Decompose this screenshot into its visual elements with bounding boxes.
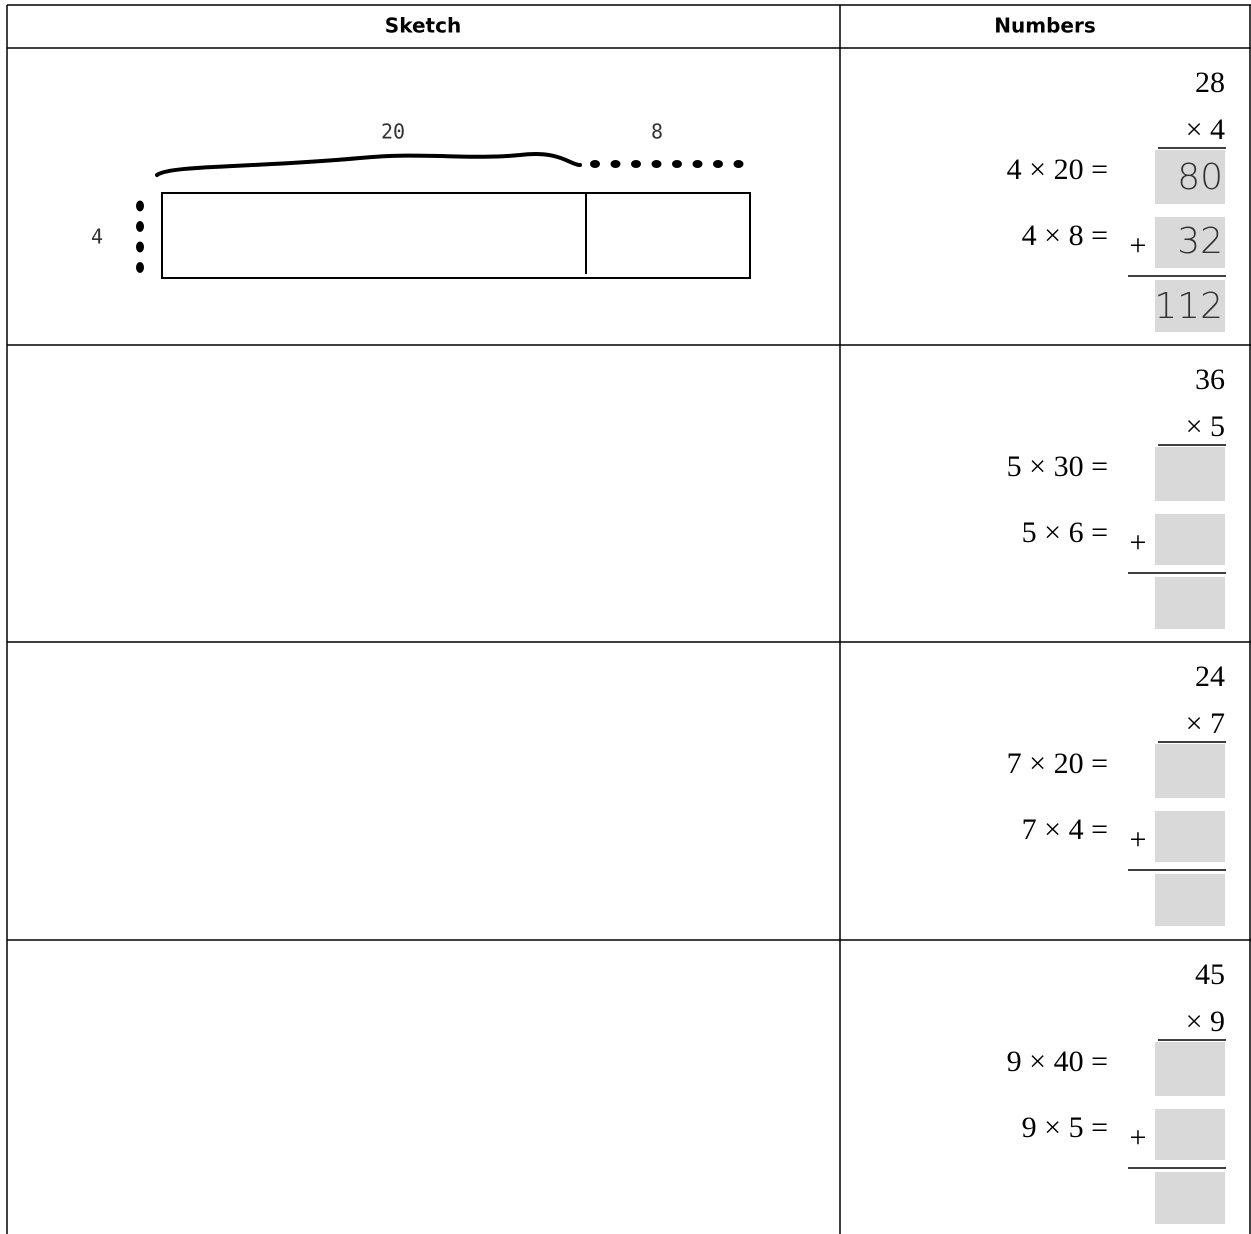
table-grid [6, 4, 1251, 1234]
handwritten-answer: 80 [1177, 157, 1223, 198]
answer-box [1155, 874, 1225, 926]
plus-sign: + [1130, 229, 1147, 262]
dot [733, 160, 744, 168]
column-header: Numbers [994, 14, 1095, 38]
handwritten-answer: 112 [1154, 286, 1223, 327]
dot [672, 160, 682, 168]
dot [136, 262, 144, 273]
answer-box [1155, 1109, 1225, 1160]
plus-sign: + [1130, 1121, 1147, 1154]
top-number: 24 [1195, 660, 1225, 693]
top-number: 28 [1195, 66, 1225, 99]
equation: 5 × 6 = [1022, 516, 1108, 549]
dot [590, 160, 600, 168]
dot [610, 160, 621, 168]
top-number: 45 [1195, 958, 1225, 991]
multiplier: × 9 [1186, 1005, 1225, 1038]
plus-sign: + [1130, 526, 1147, 559]
dot [136, 200, 144, 212]
answer-box [1155, 1172, 1225, 1224]
dot [136, 221, 144, 232]
sketch-label: 20 [381, 120, 405, 144]
answer-box [1155, 1042, 1225, 1096]
answer-box [1155, 150, 1225, 204]
area-model [161, 192, 751, 279]
answer-box [1155, 514, 1225, 565]
answer-box [1155, 217, 1225, 268]
answer-box [1155, 577, 1225, 629]
equation: 7 × 4 = [1022, 813, 1108, 846]
multiplier: × 7 [1186, 707, 1225, 740]
column-header: Sketch [385, 14, 461, 38]
answer-box [1155, 811, 1225, 862]
dot [651, 160, 662, 168]
equation: 5 × 30 = [1007, 450, 1108, 483]
sketch-label: 8 [651, 120, 663, 144]
plus-sign: + [1130, 823, 1147, 856]
answer-box [1155, 744, 1225, 798]
dot [713, 160, 723, 168]
dot [692, 160, 703, 168]
answer-box [1155, 447, 1225, 501]
equation: 9 × 5 = [1022, 1111, 1108, 1144]
handwritten-answer: 32 [1177, 221, 1223, 262]
top-number: 36 [1195, 363, 1225, 396]
equation: 4 × 20 = [1007, 153, 1108, 186]
equation: 7 × 20 = [1007, 747, 1108, 780]
equation: 9 × 40 = [1007, 1045, 1108, 1078]
brace-line [155, 152, 582, 177]
multiplier: × 5 [1186, 410, 1225, 443]
sketch-label: 4 [91, 225, 103, 249]
answer-box [1155, 280, 1225, 332]
equation: 4 × 8 = [1022, 219, 1108, 252]
dot [631, 160, 641, 168]
dot [136, 241, 144, 253]
multiplier: × 4 [1186, 113, 1225, 146]
